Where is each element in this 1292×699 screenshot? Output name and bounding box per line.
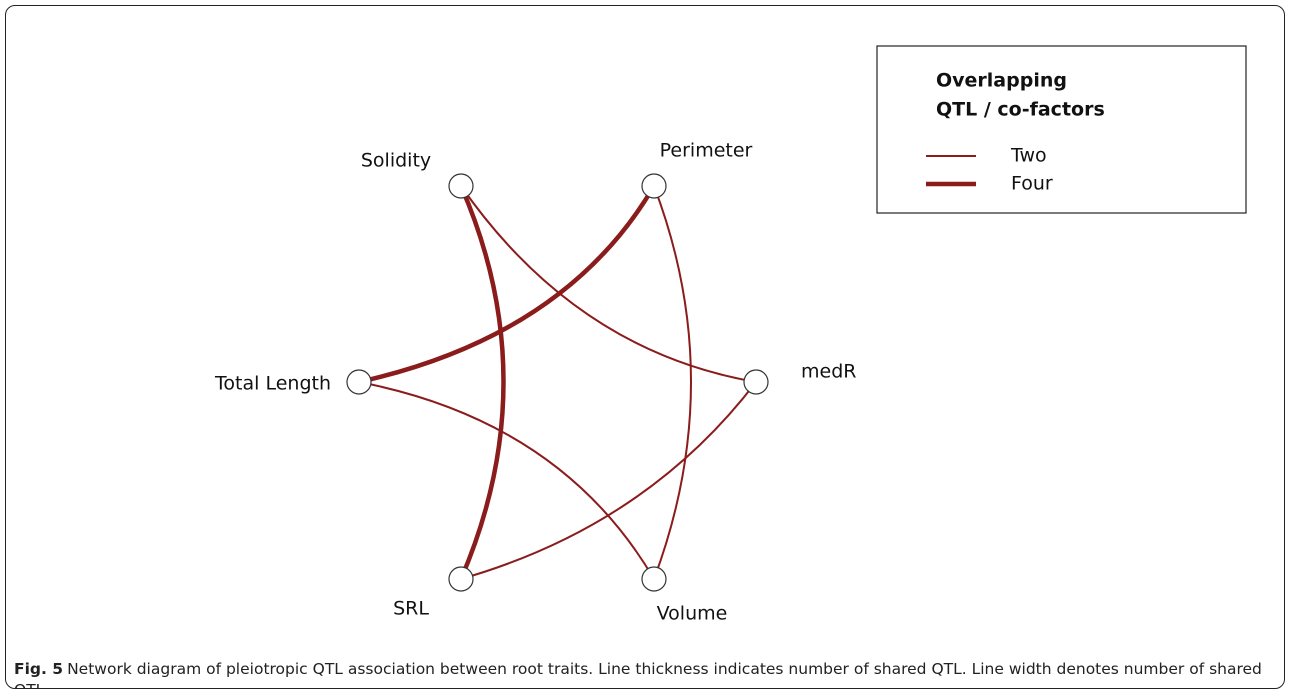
legend-label: Two <box>1010 145 1047 167</box>
node-label: SRL <box>393 598 429 620</box>
node <box>641 566 667 592</box>
edges <box>358 184 757 580</box>
network-diagram: Overlapping QTL / co-factors Solidity Per… <box>214 45 1247 625</box>
node-label: Perimeter <box>660 140 753 162</box>
node <box>743 369 769 395</box>
node-label: medR <box>801 361 856 383</box>
caption: Fig. 5 Network diagram of pleiotropic QTL… <box>14 659 1279 688</box>
node <box>346 369 372 395</box>
edge <box>460 185 757 383</box>
caption-label: Fig. 5 <box>14 660 64 678</box>
caption-text: Network diagram of pleiotropic QTL assoc… <box>14 660 1262 688</box>
edge <box>358 381 655 580</box>
node <box>448 173 474 199</box>
legend-label: Four <box>1011 173 1053 195</box>
node-label: Solidity <box>361 150 431 172</box>
node-label: Total Length <box>214 373 331 395</box>
node <box>641 173 667 199</box>
edge <box>458 185 506 580</box>
figure: Overlapping QTL / co-factors Solidity Per… <box>5 5 1285 689</box>
edge <box>460 381 757 580</box>
node <box>448 566 474 592</box>
legend-title: QTL / co-factors <box>936 99 1105 121</box>
node-label: Volume <box>657 603 728 625</box>
legend-title: Overlapping <box>936 70 1067 92</box>
edge <box>358 184 656 385</box>
edge <box>653 185 692 580</box>
